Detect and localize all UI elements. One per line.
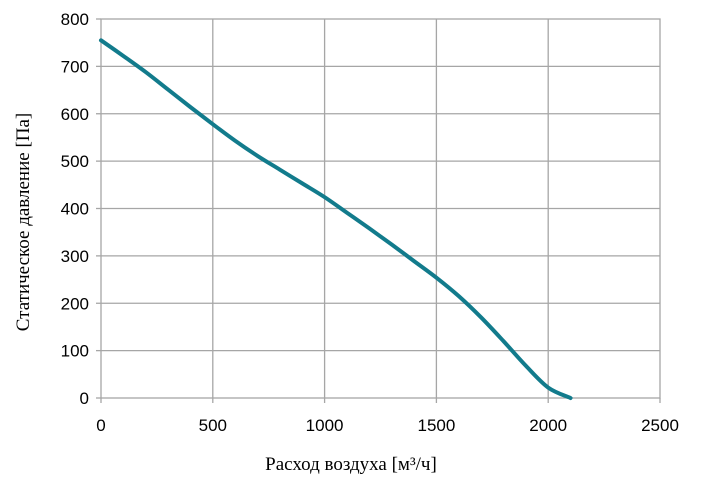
data-point — [457, 294, 461, 298]
data-point — [256, 154, 260, 158]
y-tick-label: 400 — [61, 200, 89, 219]
data-point — [278, 168, 282, 172]
data-point — [121, 54, 125, 58]
data-point — [367, 226, 371, 230]
data-point — [144, 70, 148, 74]
data-point — [412, 259, 416, 263]
y-axis-title: Статическое давление [Па] — [13, 113, 34, 332]
x-tick-label: 2000 — [529, 416, 567, 435]
data-point — [300, 181, 304, 185]
y-tick-label: 700 — [61, 57, 89, 76]
data-point — [323, 195, 327, 199]
x-tick-label: 500 — [199, 416, 227, 435]
data-point — [211, 122, 215, 126]
x-tick-label: 0 — [96, 416, 105, 435]
data-point — [569, 396, 573, 400]
y-tick-label: 800 — [61, 10, 89, 29]
data-point — [345, 211, 349, 215]
data-point — [546, 386, 550, 390]
axes — [96, 18, 661, 403]
x-axis-title: Расход воздуха [м³/ч] — [265, 454, 437, 475]
series-line-0 — [99, 38, 573, 400]
data-point — [479, 315, 483, 319]
x-tick-label: 1500 — [417, 416, 455, 435]
tick-labels: 0 100 200 300 400 500 600 700 800 0 500 1000 1500 200… — [61, 10, 679, 435]
x-tick-label: 1000 — [306, 416, 344, 435]
data-point — [99, 38, 103, 42]
gridlines — [101, 19, 660, 398]
data-point — [233, 139, 237, 143]
data-point — [434, 276, 438, 280]
y-tick-label: 100 — [61, 342, 89, 361]
data-point — [188, 105, 192, 109]
y-tick-label: 0 — [80, 389, 89, 408]
y-tick-label: 200 — [61, 294, 89, 313]
x-tick-label: 2500 — [641, 416, 679, 435]
data-point — [390, 243, 394, 247]
data-point — [166, 88, 170, 92]
series-lines — [99, 38, 573, 400]
y-tick-label: 600 — [61, 105, 89, 124]
data-point — [524, 364, 528, 368]
data-point — [501, 339, 505, 343]
y-tick-label: 500 — [61, 152, 89, 171]
y-tick-label: 300 — [61, 247, 89, 266]
